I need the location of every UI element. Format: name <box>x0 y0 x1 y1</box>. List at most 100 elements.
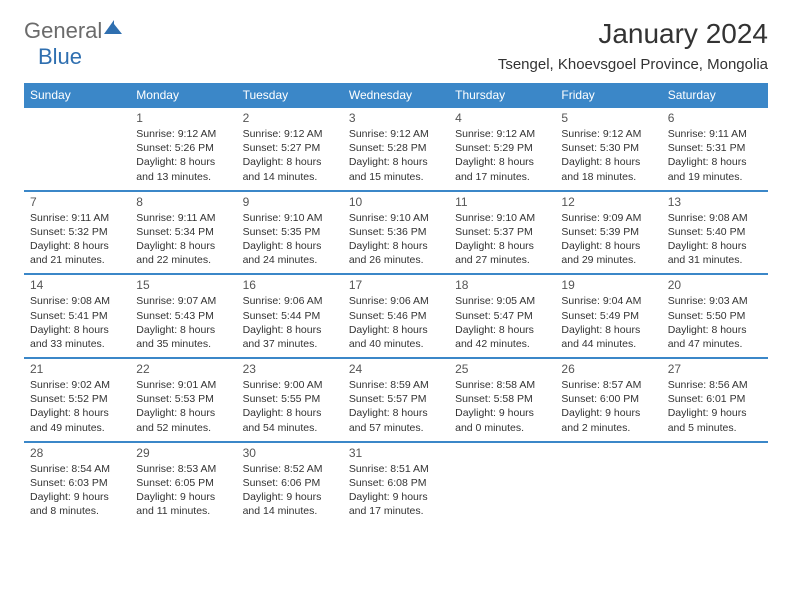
sunset-text: Sunset: 5:47 PM <box>455 309 549 323</box>
sunrise-text: Sunrise: 8:58 AM <box>455 378 549 392</box>
daylight-text: Daylight: 8 hours and 47 minutes. <box>668 323 762 351</box>
day-info: Sunrise: 9:11 AMSunset: 5:31 PMDaylight:… <box>668 127 762 184</box>
calendar: SundayMondayTuesdayWednesdayThursdayFrid… <box>24 83 768 524</box>
day-number: 14 <box>30 278 124 292</box>
sunset-text: Sunset: 5:49 PM <box>561 309 655 323</box>
daylight-text: Daylight: 8 hours and 29 minutes. <box>561 239 655 267</box>
sunrise-text: Sunrise: 9:12 AM <box>455 127 549 141</box>
title-block: January 2024 Tsengel, Khoevsgoel Provinc… <box>498 18 768 73</box>
sunrise-text: Sunrise: 9:06 AM <box>243 294 337 308</box>
sunset-text: Sunset: 5:46 PM <box>349 309 443 323</box>
day-cell: 3Sunrise: 9:12 AMSunset: 5:28 PMDaylight… <box>343 107 449 190</box>
sunrise-text: Sunrise: 9:12 AM <box>243 127 337 141</box>
daylight-text: Daylight: 8 hours and 40 minutes. <box>349 323 443 351</box>
daylight-text: Daylight: 8 hours and 21 minutes. <box>30 239 124 267</box>
day-number: 22 <box>136 362 230 376</box>
logo-sail-icon <box>104 20 114 34</box>
day-header-row: SundayMondayTuesdayWednesdayThursdayFrid… <box>24 83 768 107</box>
day-info: Sunrise: 9:08 AMSunset: 5:40 PMDaylight:… <box>668 211 762 268</box>
day-cell: 16Sunrise: 9:06 AMSunset: 5:44 PMDayligh… <box>237 274 343 357</box>
daylight-text: Daylight: 9 hours and 5 minutes. <box>668 406 762 434</box>
day-info: Sunrise: 9:07 AMSunset: 5:43 PMDaylight:… <box>136 294 230 351</box>
week-row: 7Sunrise: 9:11 AMSunset: 5:32 PMDaylight… <box>24 191 768 275</box>
day-number: 19 <box>561 278 655 292</box>
day-cell: 20Sunrise: 9:03 AMSunset: 5:50 PMDayligh… <box>662 274 768 357</box>
day-cell: 28Sunrise: 8:54 AMSunset: 6:03 PMDayligh… <box>24 442 130 525</box>
sunrise-text: Sunrise: 9:03 AM <box>668 294 762 308</box>
day-cell: 21 Sunrise: 9:02 AMSunset: 5:52 PMDayligh… <box>24 358 130 441</box>
day-info: Sunrise: 9:09 AMSunset: 5:39 PMDaylight:… <box>561 211 655 268</box>
sunrise-text: Sunrise: 9:08 AM <box>668 211 762 225</box>
sunrise-text: Sunrise: 9:09 AM <box>561 211 655 225</box>
day-number: 6 <box>668 111 762 125</box>
sunset-text: Sunset: 5:35 PM <box>243 225 337 239</box>
day-info: Sunrise: 9:08 AMSunset: 5:41 PMDaylight:… <box>30 294 124 351</box>
daylight-text: Daylight: 9 hours and 11 minutes. <box>136 490 230 518</box>
day-number: 8 <box>136 195 230 209</box>
sunset-text: Sunset: 5:43 PM <box>136 309 230 323</box>
daylight-text: Daylight: 8 hours and 13 minutes. <box>136 155 230 183</box>
sunset-text: Sunset: 6:00 PM <box>561 392 655 406</box>
day-header-cell: Monday <box>130 83 236 107</box>
sunset-text: Sunset: 5:50 PM <box>668 309 762 323</box>
logo-text-1: General <box>24 18 102 43</box>
day-cell: 11Sunrise: 9:10 AMSunset: 5:37 PMDayligh… <box>449 191 555 274</box>
day-info: Sunrise: 8:56 AMSunset: 6:01 PMDaylight:… <box>668 378 762 435</box>
day-cell <box>662 442 768 525</box>
day-info: Sunrise: 9:12 AMSunset: 5:27 PMDaylight:… <box>243 127 337 184</box>
sunrise-text: Sunrise: 9:10 AM <box>455 211 549 225</box>
daylight-text: Daylight: 8 hours and 42 minutes. <box>455 323 549 351</box>
day-info: Sunrise: 9:05 AMSunset: 5:47 PMDaylight:… <box>455 294 549 351</box>
day-number: 3 <box>349 111 443 125</box>
day-cell: 29Sunrise: 8:53 AMSunset: 6:05 PMDayligh… <box>130 442 236 525</box>
day-info: Sunrise: 9:10 AMSunset: 5:35 PMDaylight:… <box>243 211 337 268</box>
sunset-text: Sunset: 5:39 PM <box>561 225 655 239</box>
daylight-text: Daylight: 9 hours and 0 minutes. <box>455 406 549 434</box>
day-cell: 5Sunrise: 9:12 AMSunset: 5:30 PMDaylight… <box>555 107 661 190</box>
day-number: 27 <box>668 362 762 376</box>
sunrise-text: Sunrise: 9:10 AM <box>243 211 337 225</box>
day-cell <box>555 442 661 525</box>
day-cell: 18 Sunrise: 9:05 AMSunset: 5:47 PMDayligh… <box>449 274 555 357</box>
day-number: 31 <box>349 446 443 460</box>
day-number: 18 <box>455 278 549 292</box>
day-header-cell: Saturday <box>662 83 768 107</box>
day-number: 2 <box>243 111 337 125</box>
month-title: January 2024 <box>498 18 768 50</box>
day-info: Sunrise: 8:52 AMSunset: 6:06 PMDaylight:… <box>243 462 337 519</box>
day-cell: 12Sunrise: 9:09 AMSunset: 5:39 PMDayligh… <box>555 191 661 274</box>
day-cell: 17Sunrise: 9:06 AMSunset: 5:46 PMDayligh… <box>343 274 449 357</box>
sunrise-text: Sunrise: 8:54 AM <box>30 462 124 476</box>
day-cell: 13Sunrise: 9:08 AMSunset: 5:40 PMDayligh… <box>662 191 768 274</box>
sunset-text: Sunset: 5:55 PM <box>243 392 337 406</box>
day-cell: 22Sunrise: 9:01 AMSunset: 5:53 PMDayligh… <box>130 358 236 441</box>
day-number: 5 <box>561 111 655 125</box>
day-number: 21 <box>30 362 124 376</box>
day-cell: 30Sunrise: 8:52 AMSunset: 6:06 PMDayligh… <box>237 442 343 525</box>
daylight-text: Daylight: 8 hours and 31 minutes. <box>668 239 762 267</box>
sunrise-text: Sunrise: 9:02 AM <box>30 378 124 392</box>
day-number: 24 <box>349 362 443 376</box>
daylight-text: Daylight: 8 hours and 33 minutes. <box>30 323 124 351</box>
day-info: Sunrise: 9:10 AMSunset: 5:36 PMDaylight:… <box>349 211 443 268</box>
sunrise-text: Sunrise: 8:57 AM <box>561 378 655 392</box>
day-cell: 19Sunrise: 9:04 AMSunset: 5:49 PMDayligh… <box>555 274 661 357</box>
sunrise-text: Sunrise: 9:11 AM <box>668 127 762 141</box>
sunrise-text: Sunrise: 9:11 AM <box>30 211 124 225</box>
daylight-text: Daylight: 8 hours and 35 minutes. <box>136 323 230 351</box>
day-header-cell: Tuesday <box>237 83 343 107</box>
day-number: 11 <box>455 195 549 209</box>
day-number: 29 <box>136 446 230 460</box>
day-number: 9 <box>243 195 337 209</box>
day-info: Sunrise: 9:02 AMSunset: 5:52 PMDaylight:… <box>30 378 124 435</box>
sunset-text: Sunset: 5:41 PM <box>30 309 124 323</box>
day-cell: 1Sunrise: 9:12 AMSunset: 5:26 PMDaylight… <box>130 107 236 190</box>
sunset-text: Sunset: 5:34 PM <box>136 225 230 239</box>
day-cell: 10Sunrise: 9:10 AMSunset: 5:36 PMDayligh… <box>343 191 449 274</box>
logo-text-2: Blue <box>38 44 82 69</box>
daylight-text: Daylight: 8 hours and 37 minutes. <box>243 323 337 351</box>
sunrise-text: Sunrise: 9:12 AM <box>561 127 655 141</box>
sunrise-text: Sunrise: 9:04 AM <box>561 294 655 308</box>
daylight-text: Daylight: 8 hours and 57 minutes. <box>349 406 443 434</box>
day-cell: 25Sunrise: 8:58 AMSunset: 5:58 PMDayligh… <box>449 358 555 441</box>
